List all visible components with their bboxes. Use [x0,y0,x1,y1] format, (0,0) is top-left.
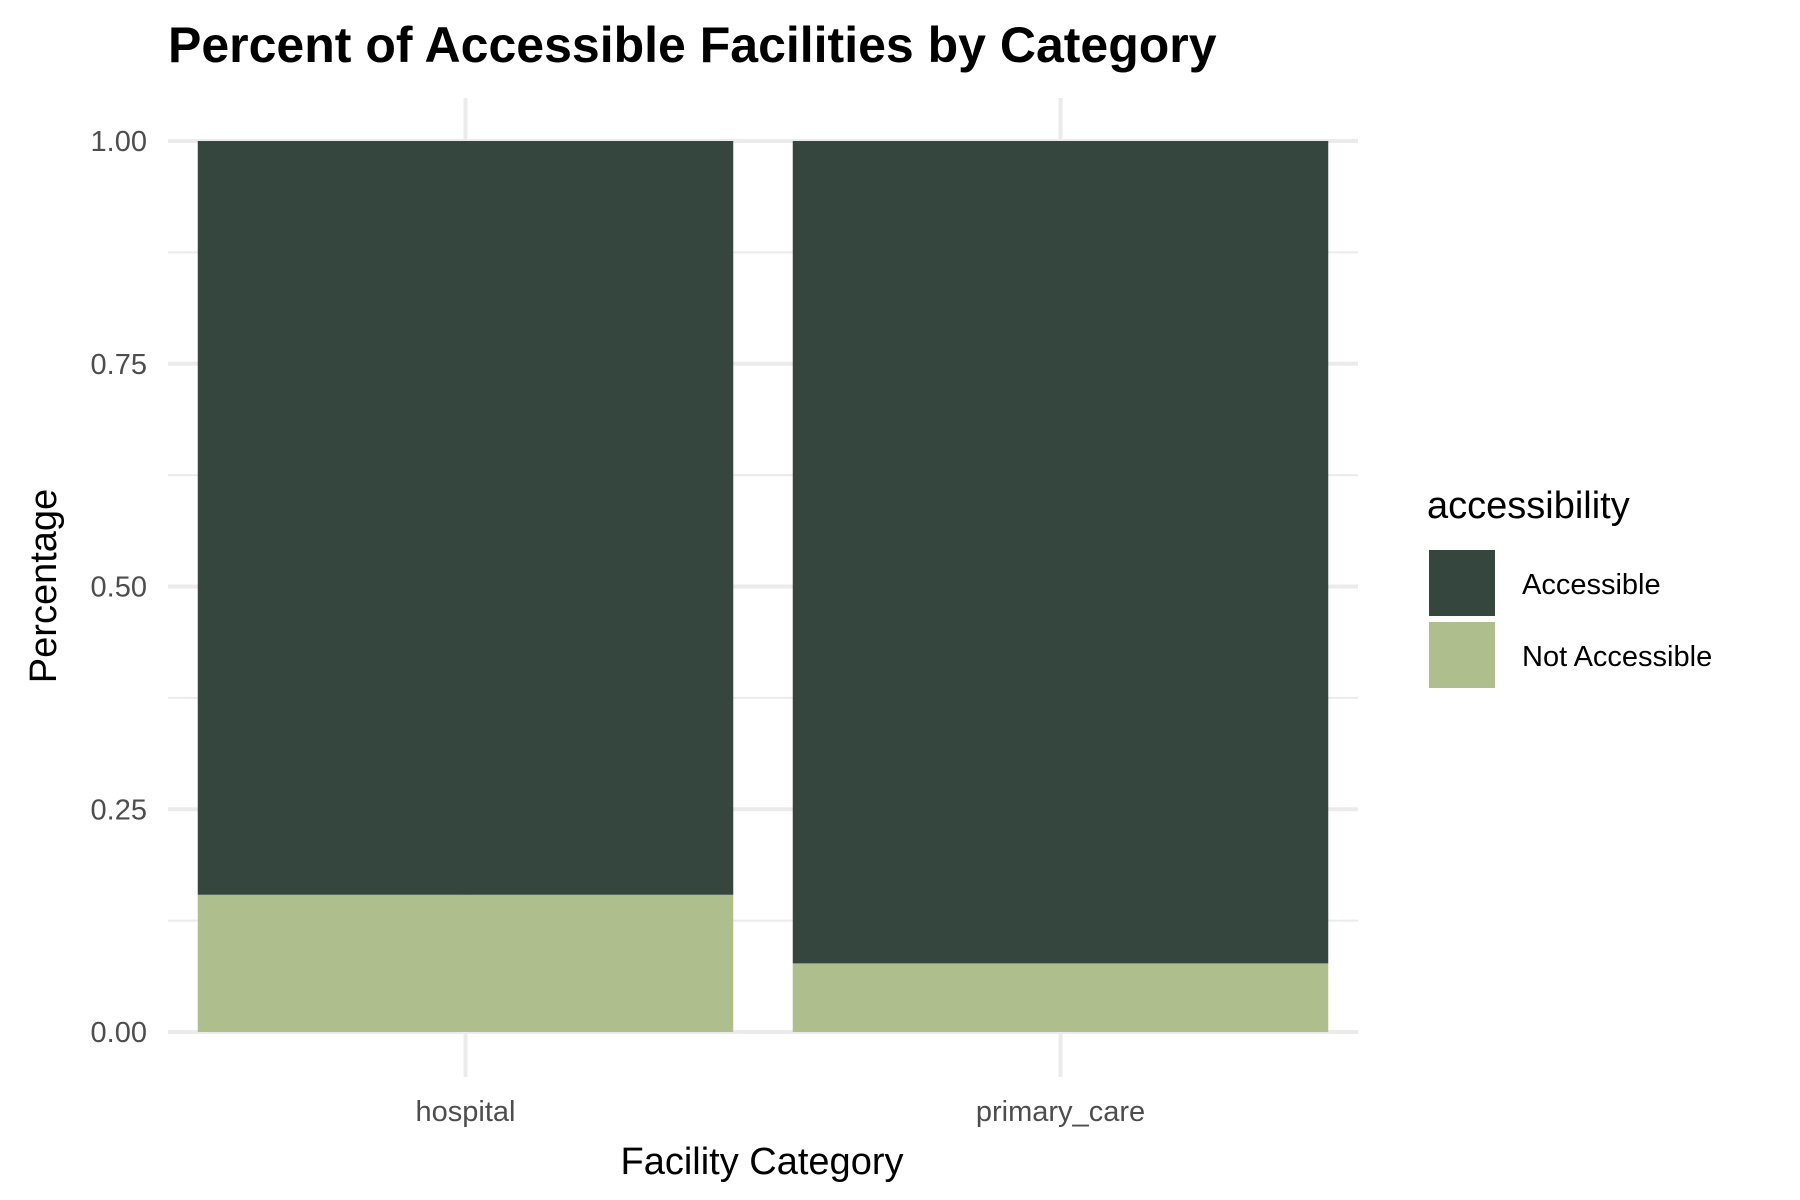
x-tick-label: primary_care [976,1096,1145,1128]
y-tick-label: 1.00 [91,126,147,158]
bar-primary-care-accessible [792,141,1329,964]
y-axis-title: Percentage [23,489,65,683]
legend: accessibility Accessible Not Accessible [1427,485,1712,688]
x-axis-title: Facility Category [621,1141,904,1183]
y-tick-label: 0.50 [91,572,147,604]
bar-hospital-not-accessible [197,894,734,1032]
bar-hospital-accessible [197,141,734,895]
bar-primary-care-not-accessible [792,963,1329,1032]
bars [197,141,1329,1032]
legend-title: accessibility [1427,485,1630,527]
legend-key-not-accessible [1429,622,1495,688]
y-tick-label: 0.75 [91,349,147,381]
chart-title: Percent of Accessible Facilities by Cate… [168,17,1217,73]
y-axis-ticks: 0.00 0.25 0.50 0.75 1.00 [91,126,147,1049]
x-tick-label: hospital [416,1096,516,1128]
legend-label-not-accessible: Not Accessible [1522,641,1712,673]
y-tick-label: 0.00 [91,1017,147,1049]
x-axis-ticks: hospital primary_care [416,1096,1146,1128]
y-tick-label: 0.25 [91,794,147,826]
legend-label-accessible: Accessible [1522,569,1661,601]
legend-key-accessible [1429,550,1495,616]
